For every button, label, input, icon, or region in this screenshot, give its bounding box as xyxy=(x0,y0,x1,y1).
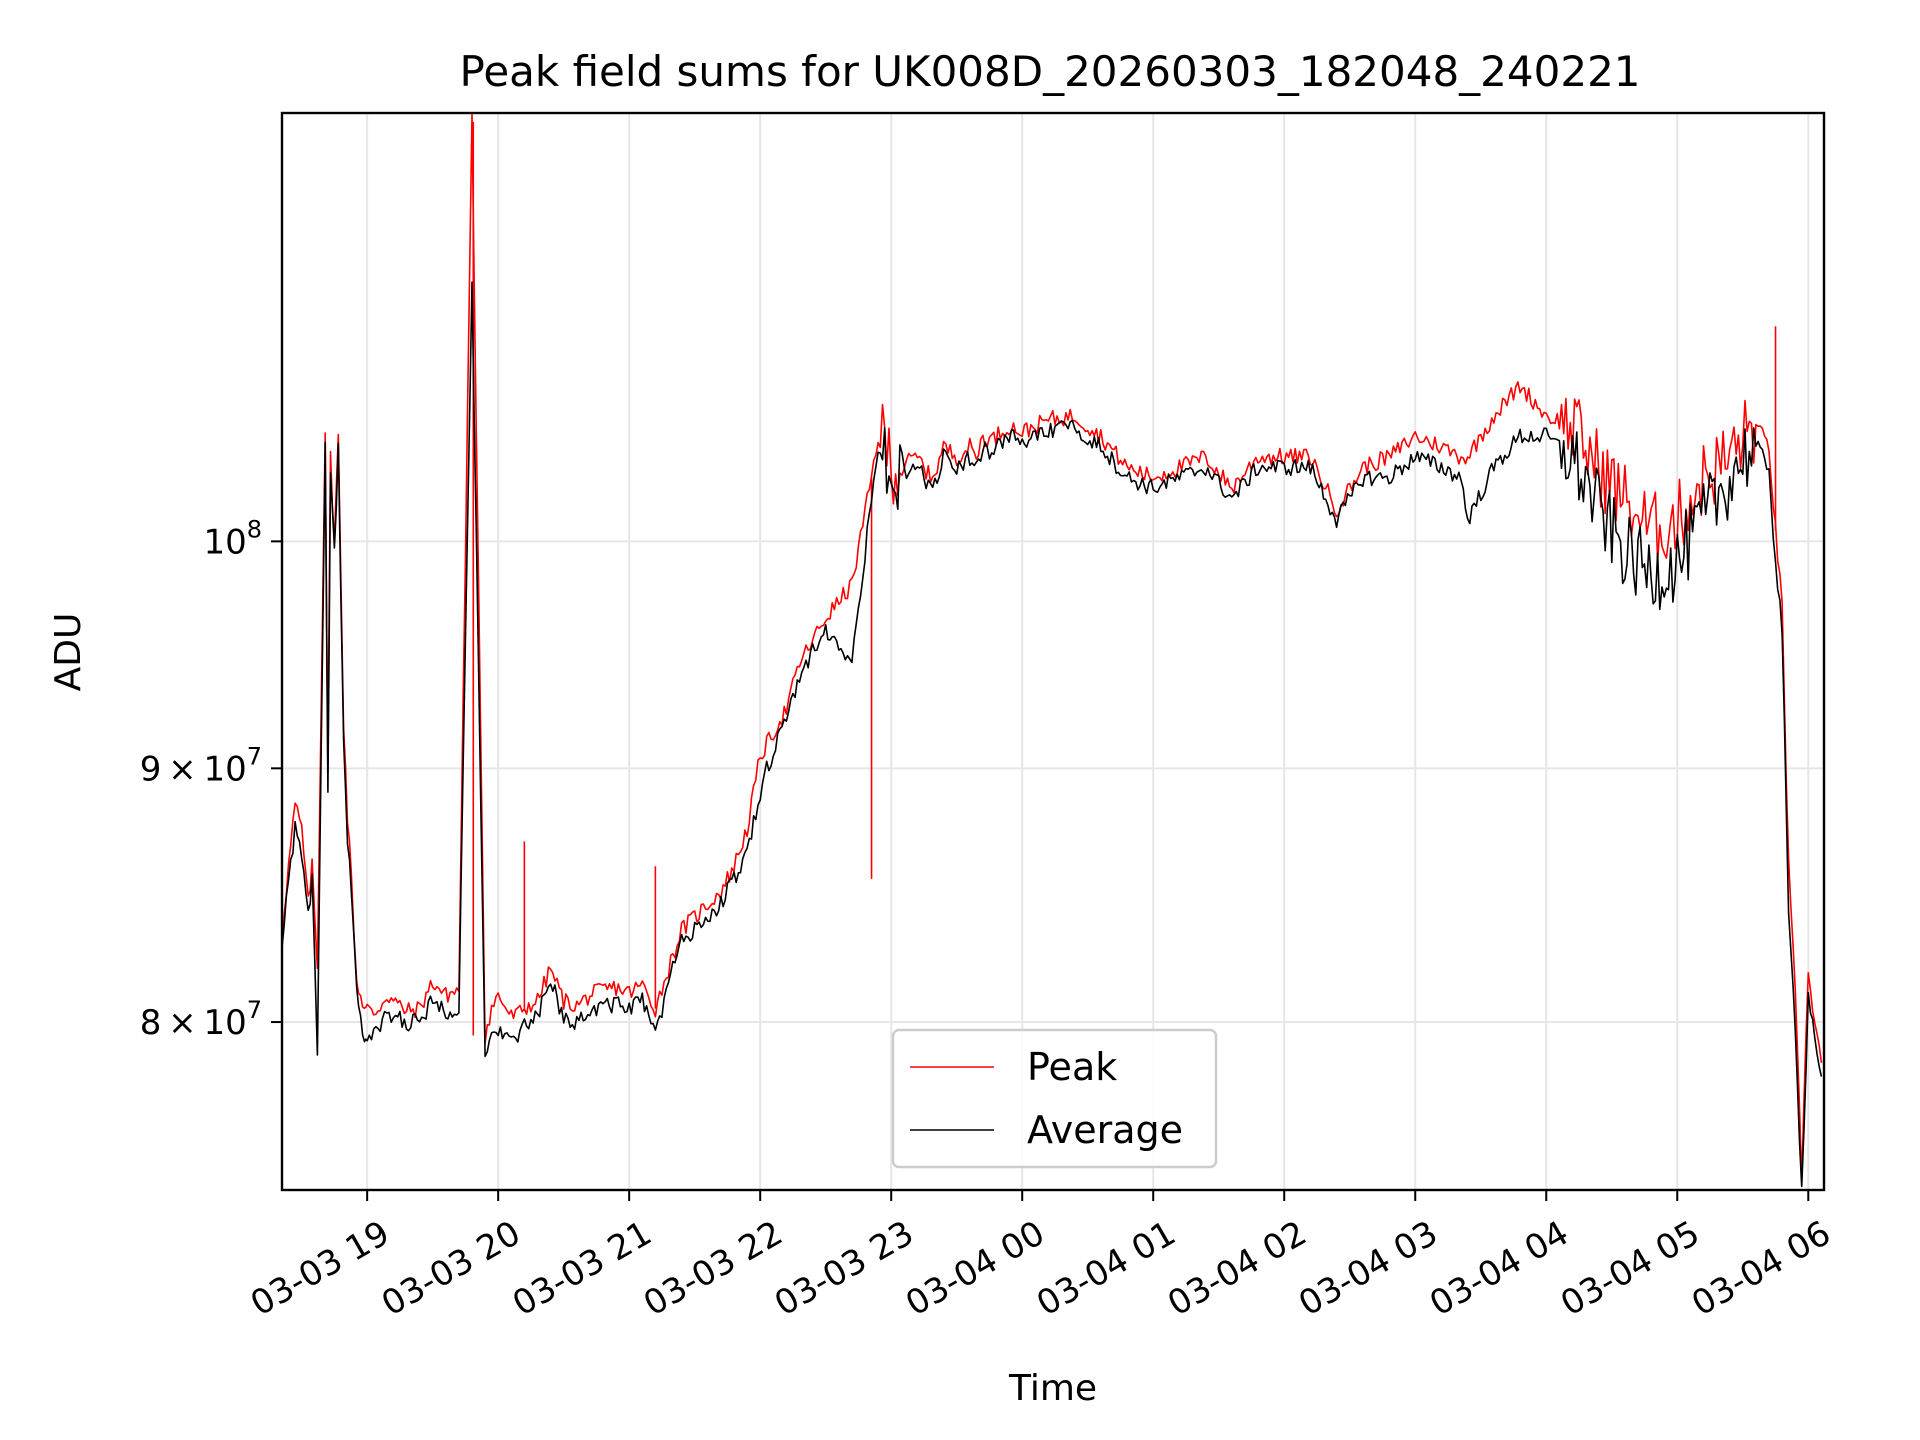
series-layer xyxy=(282,113,1823,1188)
y-axis: 8 × 107 9 × 107 108 xyxy=(140,515,282,1043)
x-tick-label: 03-04 00 xyxy=(899,1213,1051,1324)
legend[interactable]: Peak Average xyxy=(891,1028,1218,1169)
x-tick-label: 03-04 03 xyxy=(1292,1213,1444,1324)
x-tick-label: 03-03 20 xyxy=(375,1213,527,1324)
x-tick-label: 03-03 22 xyxy=(637,1213,789,1324)
legend-average-label: Average xyxy=(1027,1108,1183,1152)
average-series-line xyxy=(282,281,1823,1188)
x-tick-label: 03-04 01 xyxy=(1030,1213,1182,1324)
chart-title: Peak field sums for UK008D_20260303_1820… xyxy=(459,47,1640,96)
x-tick-label: 03-04 05 xyxy=(1554,1213,1706,1324)
x-tick-label: 03-03 19 xyxy=(244,1213,396,1324)
plot-frame xyxy=(280,111,1826,1192)
y-tick-label: 8 × 107 xyxy=(140,996,262,1043)
x-tick-label: 03-04 06 xyxy=(1685,1213,1837,1324)
x-tick-label: 03-04 04 xyxy=(1423,1213,1575,1324)
x-tick-label: 03-04 02 xyxy=(1161,1213,1313,1324)
x-axis-label: Time xyxy=(1008,1368,1097,1409)
peak-series-line xyxy=(282,113,1823,1183)
x-tick-label: 03-03 23 xyxy=(768,1213,920,1324)
y-axis-label: ADU xyxy=(48,613,89,692)
legend-box xyxy=(891,1028,1218,1169)
y-tick-label: 9 × 107 xyxy=(140,742,262,789)
grid-lines xyxy=(282,113,1824,1190)
y-tick-label: 108 xyxy=(203,515,262,562)
x-tick-label: 03-03 21 xyxy=(506,1213,658,1324)
legend-peak-label: Peak xyxy=(1027,1045,1117,1089)
